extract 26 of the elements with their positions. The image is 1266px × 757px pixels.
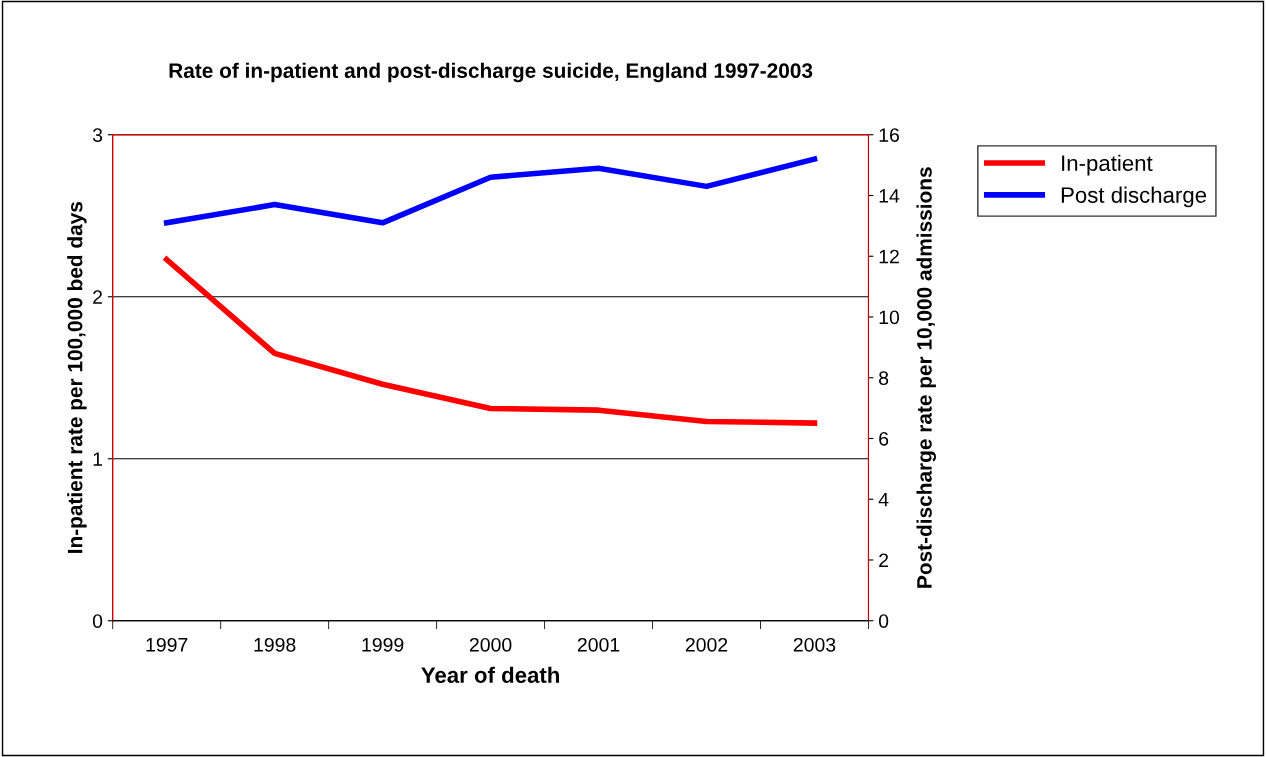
x-tick-label: 2001 [577, 637, 620, 652]
x-tick-label: 2002 [685, 637, 728, 652]
y2-tick-label: 2 [879, 553, 889, 568]
y-axis-title: In-patient rate per 100,000 bed days [67, 202, 87, 553]
y2-tick-label: 0 [878, 614, 889, 628]
y2-tick-label: 8 [879, 371, 889, 385]
x-tick-label: 2000 [469, 637, 512, 652]
y-tick-label: 0 [92, 614, 103, 628]
y-tick-label: 2 [93, 290, 102, 304]
legend-label: In-patient [1062, 154, 1153, 176]
y2-tick-label: 16 [879, 128, 899, 142]
legend-label: Post discharge [1061, 186, 1207, 208]
x-tick-label: 1997 [146, 637, 188, 652]
y2-axis-title: Post-discharge rate per 10,000 admissions [916, 167, 936, 588]
y2-tick-label: 14 [879, 189, 900, 203]
chart-title: Rate of in-patient and post-discharge suicide, England 1997-2003 [169, 62, 813, 83]
x-axis-title: Year of death [421, 666, 559, 683]
y2-tick-label: 6 [879, 431, 889, 446]
y2-tick-label: 10 [879, 310, 900, 325]
y2-tick-label: 4 [878, 492, 889, 507]
x-tick-label: 1998 [254, 637, 296, 652]
x-tick-label: 1999 [362, 637, 404, 652]
y-tick-label: 3 [92, 128, 103, 142]
y-tick-label: 1 [93, 452, 102, 466]
x-tick-label: 2003 [793, 637, 836, 652]
y2-tick-label: 12 [879, 249, 899, 264]
